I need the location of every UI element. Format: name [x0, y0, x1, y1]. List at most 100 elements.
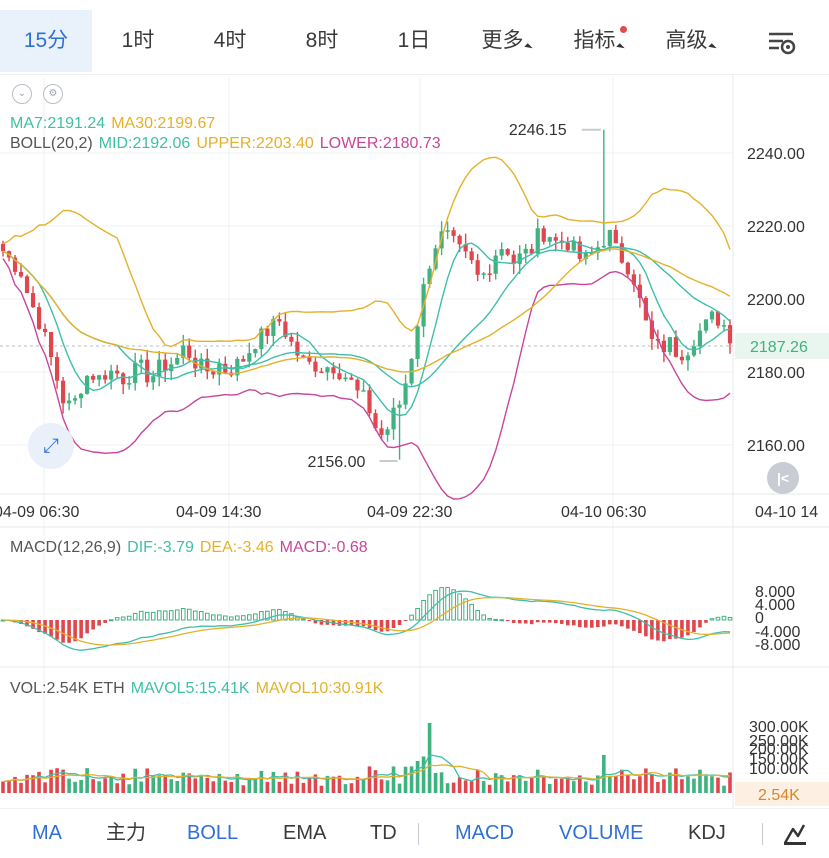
macd-bar [541, 620, 546, 623]
tab-1d[interactable]: 1日 [397, 29, 431, 52]
volume-bar [668, 772, 672, 793]
macd-bar [602, 620, 606, 627]
volume-bar [463, 780, 468, 793]
macd-tick-label: -8.000 [755, 637, 800, 654]
volume-bar [583, 781, 588, 793]
macd-bar [337, 620, 342, 626]
macd-histogram [0, 586, 733, 643]
volume-bar [421, 756, 426, 793]
indicator-kdj[interactable]: KDJ [688, 822, 726, 844]
macd-bar [715, 616, 721, 621]
chart-settings-icon[interactable] [766, 28, 798, 56]
candle [187, 345, 192, 358]
volume-bar [415, 760, 420, 793]
volume-bar [373, 770, 378, 793]
candle [283, 321, 288, 337]
macd-bar [547, 620, 552, 623]
price-tick-label: 2220.00 [747, 219, 805, 236]
draw-line-icon[interactable] [782, 821, 808, 847]
expand-arrows-icon[interactable]: ⤢ [28, 423, 74, 469]
indicator-macd[interactable]: MACD [455, 822, 514, 844]
macd-bar [210, 614, 216, 621]
volume-bar [187, 773, 192, 793]
boll-label: BOLL(20,2) [10, 135, 93, 152]
volume-bar [427, 723, 432, 793]
macd-bar [493, 618, 498, 621]
macd-bar [511, 620, 516, 623]
time-tick-label: 04-10 06:30 [561, 504, 647, 521]
candle [60, 380, 66, 404]
candle [259, 328, 264, 350]
scroll-to-latest-icon[interactable]: |< [767, 462, 799, 494]
indicator-ma[interactable]: MA [32, 822, 62, 844]
indicator-boll[interactable]: BOLL [187, 822, 239, 844]
macd-bar [168, 610, 174, 621]
tab-indicators[interactable]: 指标 [552, 10, 644, 72]
candle [319, 371, 324, 374]
current-price-label: 2187.26 [750, 339, 808, 356]
volume-tick-label: 250.00K [749, 733, 809, 750]
collapse-legend-icon[interactable]: ⌄ [12, 84, 32, 104]
macd-bar [451, 589, 456, 621]
volume-bar [475, 769, 480, 793]
indicator-td[interactable]: TD [370, 822, 397, 844]
macd-bar [517, 620, 522, 624]
tab-advanced[interactable]: 高级 [644, 10, 736, 72]
candle [673, 337, 679, 357]
macd-bar [373, 620, 378, 631]
volume-bar [19, 782, 23, 793]
volume-bar [295, 771, 300, 793]
macd-bar [367, 620, 372, 629]
macd-bar [644, 620, 648, 637]
indicator-main-force[interactable]: 主力 [106, 822, 146, 844]
volume-bar [620, 769, 624, 793]
candle [457, 235, 462, 245]
macd-bar [43, 620, 47, 634]
macd-bar [481, 614, 486, 621]
indicator-ema[interactable]: EMA [283, 822, 327, 844]
current-volume-label: 2.54K [758, 787, 800, 804]
macd-bar [253, 613, 258, 621]
indicator-volume[interactable]: VOLUME [559, 822, 644, 844]
volume-bar [241, 785, 246, 793]
volume-bar [49, 769, 53, 793]
mavol10-value: MAVOL10:30.91K [255, 680, 384, 697]
volume-tick-label: 300.00K [749, 719, 809, 736]
indicator-settings-icon[interactable]: ⚙ [43, 84, 63, 104]
candle [12, 257, 18, 272]
volume-bar [1, 781, 5, 793]
tab-15m[interactable]: 15分 [0, 10, 92, 72]
tab-4h[interactable]: 4时 [213, 29, 247, 52]
macd-bar [108, 619, 114, 622]
tab-1h[interactable]: 1时 [121, 29, 155, 52]
candle [469, 251, 474, 261]
macd-bar [457, 593, 462, 621]
candle [373, 413, 378, 429]
candle [48, 331, 54, 358]
candle [517, 253, 522, 264]
tab-more[interactable]: 更多 [460, 10, 552, 72]
candle [72, 398, 78, 401]
macd-bar [571, 620, 576, 626]
volume-bars [1, 723, 732, 793]
candle [97, 375, 102, 380]
tab-8h[interactable]: 8时 [305, 29, 339, 52]
candle [721, 325, 727, 327]
volume-bar [319, 785, 324, 793]
macd-bar [204, 612, 210, 621]
candle [79, 393, 84, 399]
volume-bar [43, 782, 47, 793]
candle [703, 319, 709, 331]
macd-bar [727, 616, 733, 621]
volume-bar [644, 768, 648, 793]
volume-bar [283, 772, 288, 793]
candle [151, 376, 156, 383]
candle [271, 319, 276, 336]
candle [66, 400, 72, 404]
macd-bar [553, 620, 558, 624]
candle [127, 383, 132, 385]
volume-bar [31, 775, 35, 793]
current-volume-tag [735, 782, 829, 806]
candle [727, 325, 733, 344]
price-chart[interactable]: 2240.00 2220.00 2200.00 2180.00 2160.00 2187.… [0, 0, 829, 808]
